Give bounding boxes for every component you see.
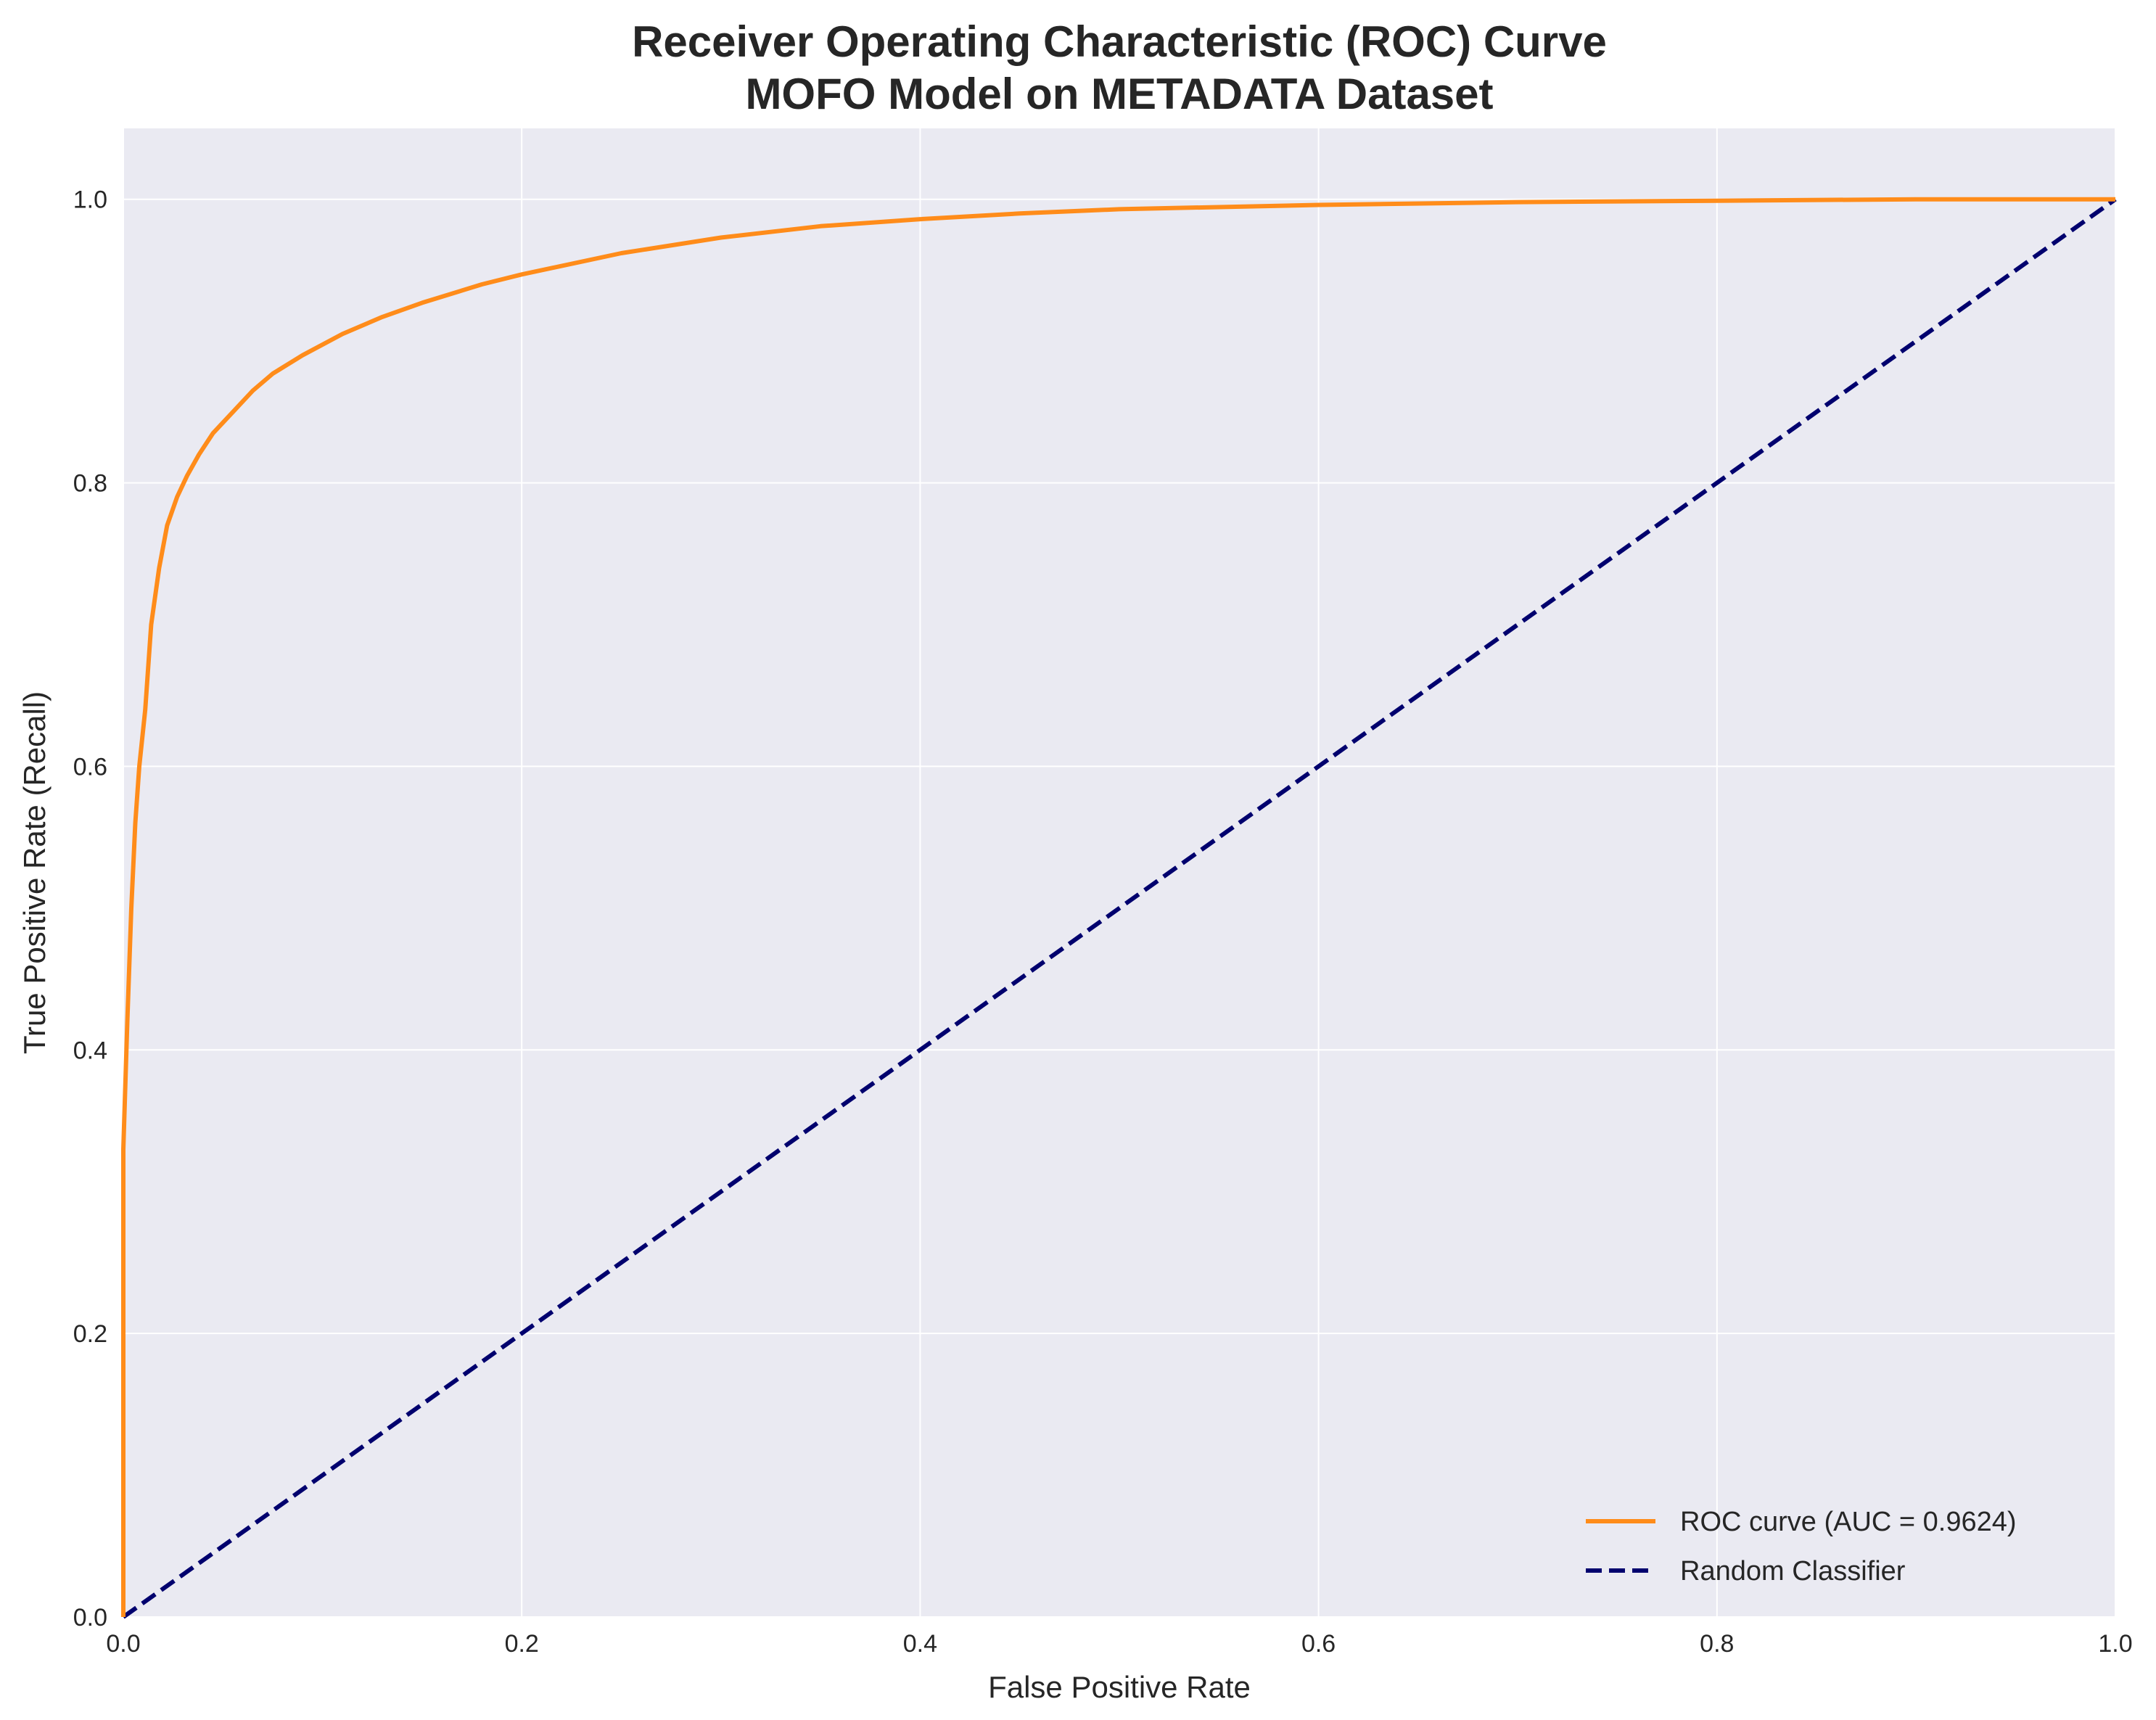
chart-title: Receiver Operating Characteristic (ROC) … xyxy=(632,17,1607,66)
legend: ROC curve (AUC = 0.9624) Random Classifi… xyxy=(1586,1507,2017,1587)
y-axis-label: True Positive Rate (Recall) xyxy=(17,691,52,1054)
y-tick-label: 0.0 xyxy=(73,1604,107,1631)
x-tick-label: 0.8 xyxy=(1700,1630,1734,1658)
x-tick-label: 0.6 xyxy=(1301,1630,1336,1658)
roc-curve-line xyxy=(121,197,2115,1617)
grid-lines xyxy=(123,128,2116,1618)
x-tick-label: 0.0 xyxy=(106,1630,140,1658)
x-tick-label: 1.0 xyxy=(2098,1630,2132,1658)
y-tick-label: 0.8 xyxy=(73,470,107,498)
plot-area xyxy=(123,128,2115,1617)
chart-subtitle: MOFO Model on METADATA Dataset xyxy=(745,70,1493,118)
x-tick-label: 0.4 xyxy=(903,1630,937,1658)
series-layer xyxy=(121,197,2117,1619)
x-axis-label: False Positive Rate xyxy=(988,1670,1251,1704)
y-tick-label: 0.4 xyxy=(73,1037,107,1064)
y-tick-label: 1.0 xyxy=(73,186,107,214)
y-tick-label: 0.6 xyxy=(73,753,107,781)
legend-label-roc: ROC curve (AUC = 0.9624) xyxy=(1680,1507,2017,1537)
random-classifier-line xyxy=(122,197,2117,1619)
legend-label-random: Random Classifier xyxy=(1680,1556,1906,1587)
x-tick-label: 0.2 xyxy=(505,1630,539,1658)
y-tick-label: 0.2 xyxy=(73,1320,107,1348)
tick-labels: 0.0 0.2 0.4 0.6 0.8 1.0 0.0 0.2 0.4 0.6 0.8 1.0 xyxy=(73,186,2133,1658)
